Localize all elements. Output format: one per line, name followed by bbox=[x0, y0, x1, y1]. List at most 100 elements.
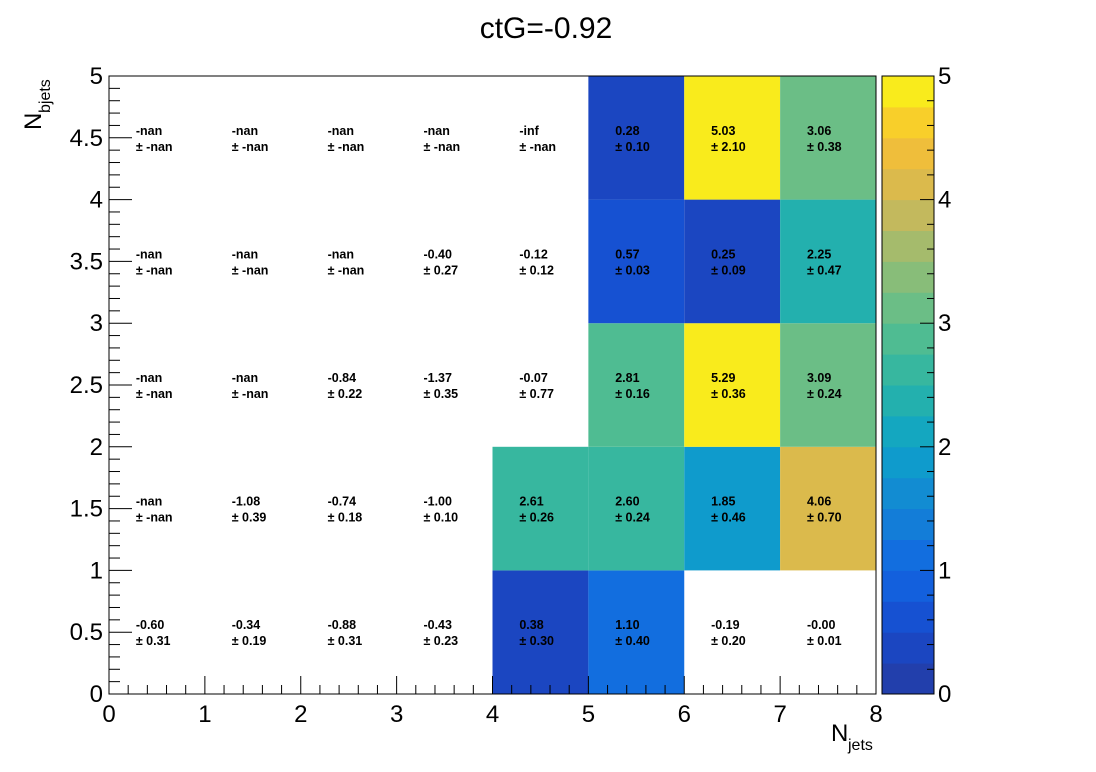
cell-value-label: -0.34 bbox=[232, 618, 261, 632]
heatmap-cell bbox=[780, 323, 876, 447]
y-tick-label: 2 bbox=[90, 434, 103, 461]
cell-value-label: -inf bbox=[519, 124, 539, 138]
x-axis-title: N jets bbox=[831, 720, 873, 754]
colorbar-tick-label: 5 bbox=[938, 63, 951, 90]
x-tick-label: 1 bbox=[198, 701, 211, 728]
cell-error-label: ± 0.31 bbox=[328, 634, 363, 648]
cell-value-label: -0.84 bbox=[328, 371, 357, 385]
colorbar-tick-label: 2 bbox=[938, 434, 951, 461]
colorbar-bin bbox=[882, 446, 934, 479]
heatmap-cell bbox=[588, 446, 685, 571]
cell-error-label: ± 0.01 bbox=[807, 634, 842, 648]
colorbar-bin bbox=[882, 415, 934, 448]
x-axis-title-main: N bbox=[831, 720, 848, 747]
colorbar: 0 1 2 3 4 5 bbox=[881, 63, 951, 708]
cell-value-label: -1.08 bbox=[232, 495, 261, 509]
colorbar-bin bbox=[882, 601, 934, 633]
y-tick-label: 3 bbox=[90, 310, 103, 337]
cell-value-label: -nan bbox=[232, 371, 258, 385]
colorbar-bin bbox=[882, 137, 934, 170]
y-tick-label: 4 bbox=[90, 187, 103, 214]
colorbar-bin bbox=[882, 168, 934, 201]
colorbar-bin bbox=[882, 570, 934, 602]
x-tick-label: 3 bbox=[390, 701, 403, 728]
cell-error-label: ± 0.39 bbox=[232, 511, 267, 525]
cell-value-label: -nan bbox=[136, 247, 162, 261]
x-tick-label: 4 bbox=[486, 701, 499, 728]
cell-value-label: 5.29 bbox=[711, 371, 735, 385]
cell-value-label: -0.88 bbox=[328, 618, 357, 632]
heatmap-cell bbox=[780, 199, 876, 324]
cell-value-label: -nan bbox=[423, 124, 449, 138]
cell-error-label: ± 0.24 bbox=[807, 387, 842, 401]
cell-value-label: -0.07 bbox=[519, 371, 548, 385]
cell-labels-layer: -0.60 ± 0.31 -0.34 ± 0.19 -0.88 ± 0.31 -0.43 ± … bbox=[136, 124, 842, 648]
cell-value-label: -0.74 bbox=[328, 495, 357, 509]
cell-value-label: -nan bbox=[232, 124, 258, 138]
cell-error-label: ± -nan bbox=[136, 387, 173, 401]
cell-value-label: -nan bbox=[136, 124, 162, 138]
colorbar-bin bbox=[882, 508, 934, 540]
x-tick-label: 7 bbox=[773, 701, 786, 728]
y-tick-label: 1 bbox=[90, 557, 103, 584]
cell-error-label: ± 0.22 bbox=[328, 387, 363, 401]
cell-value-label: -0.00 bbox=[807, 618, 836, 632]
cell-error-label: ± -nan bbox=[232, 263, 269, 277]
cell-error-label: ± 0.12 bbox=[519, 263, 554, 277]
cell-error-label: ± 0.10 bbox=[423, 511, 458, 525]
cell-value-label: 0.28 bbox=[615, 124, 639, 138]
cell-error-label: ± 2.10 bbox=[711, 140, 746, 154]
cell-error-label: ± 0.10 bbox=[615, 140, 650, 154]
cell-value-label: -1.37 bbox=[423, 371, 452, 385]
heatmap-cell bbox=[780, 76, 876, 200]
y-tick-label: 0.5 bbox=[70, 619, 103, 646]
cell-error-label: ± 0.46 bbox=[711, 511, 746, 525]
cell-value-label: 1.85 bbox=[711, 495, 735, 509]
axes-layer: 0 1 2 3 4 5 6 7 8 0 0.5 1 1.5 2 2.5 3 3.5 4 4.5 5 bbox=[70, 63, 883, 728]
colorbar-tick-label: 4 bbox=[938, 187, 951, 214]
cell-value-label: -nan bbox=[136, 371, 162, 385]
cell-error-label: ± 0.03 bbox=[615, 263, 650, 277]
colorbar-bin bbox=[882, 323, 934, 355]
heatmap-cell bbox=[588, 199, 685, 324]
y-tick-label: 1.5 bbox=[70, 496, 103, 523]
cell-value-label: 4.06 bbox=[807, 495, 831, 509]
cell-error-label: ± -nan bbox=[328, 263, 365, 277]
heatmap-cell bbox=[492, 570, 589, 694]
cells-layer bbox=[492, 76, 876, 694]
cell-error-label: ± 0.26 bbox=[519, 511, 554, 525]
colorbar-bin bbox=[882, 230, 934, 262]
cell-error-label: ± 0.20 bbox=[711, 634, 746, 648]
cell-value-label: -1.00 bbox=[423, 495, 452, 509]
cell-error-label: ± 0.16 bbox=[615, 387, 650, 401]
cell-value-label: 2.25 bbox=[807, 247, 831, 261]
y-axis-title-sub: bjets bbox=[37, 79, 54, 113]
colorbar-bin bbox=[882, 385, 934, 417]
colorbar-bin bbox=[882, 663, 934, 695]
cell-value-label: -0.43 bbox=[423, 618, 452, 632]
cell-error-label: ± 0.36 bbox=[711, 387, 746, 401]
cell-error-label: ± -nan bbox=[136, 263, 173, 277]
heatmap-cell bbox=[684, 446, 781, 571]
cell-error-label: ± -nan bbox=[519, 140, 556, 154]
heatmap-cell bbox=[780, 446, 876, 571]
cell-error-label: ± 0.18 bbox=[328, 511, 363, 525]
x-axis-title-sub: jets bbox=[847, 737, 873, 754]
colorbar-tick-label: 0 bbox=[938, 681, 951, 708]
heatmap-cell bbox=[492, 446, 589, 571]
x-tick-label: 6 bbox=[678, 701, 691, 728]
cell-value-label: -0.40 bbox=[423, 247, 452, 261]
cell-value-label: -nan bbox=[328, 124, 354, 138]
cell-error-label: ± 0.70 bbox=[807, 511, 842, 525]
cell-error-label: ± -nan bbox=[328, 140, 365, 154]
colorbar-bin bbox=[882, 632, 934, 664]
cell-value-label: 5.03 bbox=[711, 124, 735, 138]
cell-error-label: ± 0.47 bbox=[807, 263, 842, 277]
cell-error-label: ± 0.38 bbox=[807, 140, 842, 154]
x-tick-label: 2 bbox=[294, 701, 307, 728]
cell-value-label: -0.60 bbox=[136, 618, 165, 632]
colorbar-bin bbox=[882, 292, 934, 324]
cell-value-label: 1.10 bbox=[615, 618, 639, 632]
x-tick-label: 8 bbox=[869, 701, 882, 728]
cell-value-label: 3.09 bbox=[807, 371, 831, 385]
